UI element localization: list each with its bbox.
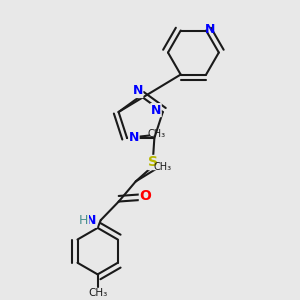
Text: CH₃: CH₃: [88, 288, 107, 298]
Text: CH₃: CH₃: [154, 162, 172, 172]
Text: H: H: [79, 214, 88, 227]
Text: O: O: [140, 189, 151, 203]
Text: S: S: [148, 155, 158, 170]
Text: N: N: [205, 23, 215, 36]
Text: N: N: [151, 103, 161, 117]
Text: CH₃: CH₃: [147, 129, 165, 139]
Text: N: N: [132, 85, 143, 98]
Text: N: N: [86, 214, 97, 227]
Text: N: N: [129, 131, 139, 144]
